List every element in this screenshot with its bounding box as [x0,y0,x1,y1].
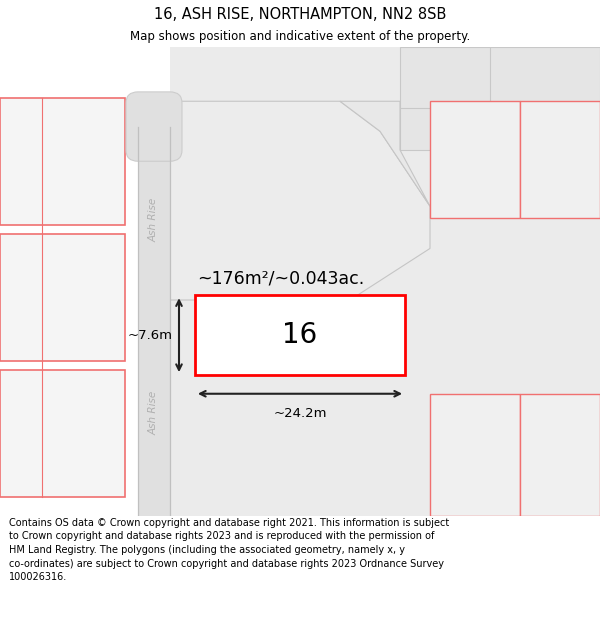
Polygon shape [170,101,430,300]
Bar [0,370,125,497]
Text: ~7.6m: ~7.6m [128,329,173,342]
Bar [0,234,125,361]
Text: Contains OS data © Crown copyright and database right 2021. This information is : Contains OS data © Crown copyright and d… [9,518,449,582]
Bar [170,47,600,516]
Bar [0,98,125,225]
Text: ~24.2m: ~24.2m [273,407,327,420]
Polygon shape [340,101,430,206]
Text: Map shows position and indicative extent of the property.: Map shows position and indicative extent… [130,31,470,44]
Bar [520,101,600,218]
Bar [430,394,520,516]
Text: ~176m²/~0.043ac.: ~176m²/~0.043ac. [197,270,364,288]
Text: Ash Rise: Ash Rise [149,198,159,242]
Text: 16, ASH RISE, NORTHAMPTON, NN2 8SB: 16, ASH RISE, NORTHAMPTON, NN2 8SB [154,7,446,22]
Bar [195,295,405,375]
Bar [520,394,600,516]
Bar [400,47,600,150]
Bar [138,118,170,516]
Text: 16: 16 [283,321,317,349]
FancyBboxPatch shape [126,92,182,161]
Bar [430,101,520,218]
Text: Ash Rise: Ash Rise [149,391,159,434]
